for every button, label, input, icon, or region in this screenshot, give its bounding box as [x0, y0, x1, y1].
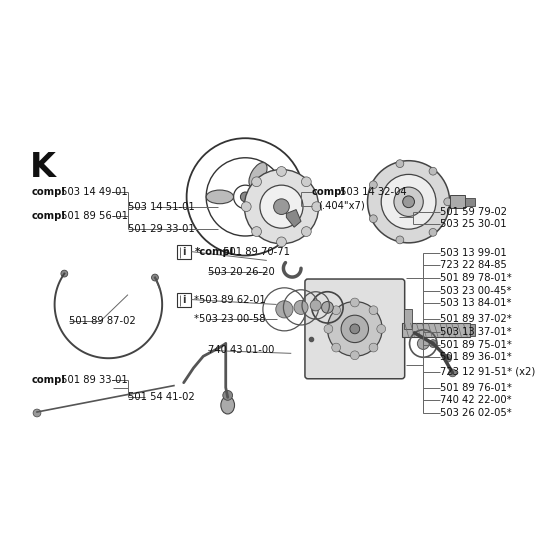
Ellipse shape	[249, 207, 267, 231]
Circle shape	[444, 198, 451, 206]
Bar	[404, 309, 412, 329]
Text: 503 23 00-45*: 503 23 00-45*	[440, 286, 511, 296]
Circle shape	[417, 338, 429, 349]
Text: 503 14 49-01: 503 14 49-01	[58, 187, 127, 197]
Text: compl: compl	[312, 187, 346, 197]
Circle shape	[444, 354, 451, 362]
Text: 501 89 33-01: 501 89 33-01	[58, 375, 127, 385]
Text: *compl: *compl	[194, 246, 234, 256]
Circle shape	[312, 202, 321, 212]
Text: i: i	[182, 295, 185, 305]
Circle shape	[240, 192, 250, 202]
Text: 503 25 30-01: 503 25 30-01	[440, 220, 506, 229]
Text: 501 59 79-02: 501 59 79-02	[440, 207, 507, 217]
Circle shape	[332, 343, 340, 352]
Text: 501 89 78-01*: 501 89 78-01*	[440, 273, 512, 283]
Circle shape	[244, 170, 319, 244]
Circle shape	[274, 199, 290, 214]
Circle shape	[152, 274, 158, 281]
Text: 501 29 33-01: 501 29 33-01	[128, 224, 195, 234]
Circle shape	[370, 215, 377, 223]
Circle shape	[241, 202, 251, 212]
Circle shape	[351, 298, 359, 307]
Text: 501 54 41-02: 501 54 41-02	[128, 393, 195, 402]
Circle shape	[301, 177, 311, 186]
Circle shape	[251, 177, 262, 186]
Text: 503 13 37-01*: 503 13 37-01*	[440, 327, 511, 337]
Circle shape	[328, 301, 382, 356]
Bar	[402, 323, 470, 337]
Text: 503 26 02-05*: 503 26 02-05*	[440, 408, 512, 418]
Text: 723 22 84-85: 723 22 84-85	[440, 260, 507, 270]
FancyBboxPatch shape	[177, 245, 190, 259]
Circle shape	[396, 236, 404, 244]
Text: 503 14 32-04: 503 14 32-04	[337, 187, 407, 197]
Circle shape	[429, 228, 437, 236]
Bar	[465, 198, 475, 206]
Circle shape	[351, 351, 359, 360]
Text: *503 23 00-58: *503 23 00-58	[194, 314, 266, 324]
Circle shape	[394, 187, 423, 216]
Circle shape	[321, 301, 333, 313]
Text: compl: compl	[32, 375, 66, 385]
Bar	[450, 195, 465, 208]
Text: i: i	[182, 246, 185, 256]
Text: 501 89 70-71: 501 89 70-71	[220, 246, 290, 256]
FancyBboxPatch shape	[177, 293, 190, 307]
Circle shape	[377, 324, 386, 333]
Polygon shape	[286, 209, 301, 227]
Circle shape	[449, 369, 456, 377]
Circle shape	[277, 166, 286, 176]
Text: compl: compl	[32, 212, 66, 221]
Circle shape	[251, 227, 262, 236]
Text: 501 89 56-01: 501 89 56-01	[58, 212, 128, 221]
Text: 501 89 36-01*: 501 89 36-01*	[440, 352, 512, 362]
Text: 723 12 91-51* (x2): 723 12 91-51* (x2)	[440, 367, 535, 377]
Text: 501 89 37-02*: 501 89 37-02*	[440, 314, 512, 324]
Circle shape	[381, 174, 436, 229]
Text: (.404"x7): (.404"x7)	[318, 200, 365, 211]
Circle shape	[301, 227, 311, 236]
Circle shape	[350, 324, 360, 334]
Ellipse shape	[249, 162, 267, 187]
Circle shape	[367, 161, 450, 243]
Circle shape	[429, 340, 437, 347]
FancyBboxPatch shape	[305, 279, 405, 379]
Circle shape	[277, 237, 286, 247]
Text: 503 20 26-20: 503 20 26-20	[208, 267, 275, 277]
Text: *503 89 62-01: *503 89 62-01	[194, 295, 266, 305]
Circle shape	[429, 167, 437, 175]
Text: 501 89 87-02: 501 89 87-02	[69, 316, 136, 326]
Circle shape	[396, 160, 404, 167]
Circle shape	[310, 300, 321, 311]
Circle shape	[332, 306, 340, 315]
Circle shape	[276, 301, 293, 318]
Text: 501 89 75-01*: 501 89 75-01*	[440, 339, 512, 349]
Ellipse shape	[206, 190, 234, 204]
Circle shape	[403, 196, 414, 208]
Text: compl: compl	[32, 187, 66, 197]
Text: 501 89 76-01*: 501 89 76-01*	[440, 382, 512, 393]
Text: 503 13 84-01*: 503 13 84-01*	[440, 298, 511, 309]
Text: 740 43 01-00: 740 43 01-00	[208, 346, 274, 356]
Circle shape	[369, 306, 378, 315]
Circle shape	[370, 181, 377, 189]
Circle shape	[33, 409, 41, 417]
Bar	[470, 324, 475, 336]
Circle shape	[341, 315, 368, 343]
Circle shape	[369, 343, 378, 352]
Text: K: K	[30, 151, 56, 184]
Ellipse shape	[221, 396, 235, 414]
Circle shape	[294, 300, 308, 314]
Circle shape	[324, 324, 333, 333]
Circle shape	[260, 185, 303, 228]
Text: 503 13 99-01: 503 13 99-01	[440, 248, 507, 258]
Circle shape	[61, 270, 68, 277]
Text: 740 42 22-00*: 740 42 22-00*	[440, 395, 511, 405]
Circle shape	[223, 390, 232, 400]
Text: 503 14 51-01: 503 14 51-01	[128, 202, 195, 212]
